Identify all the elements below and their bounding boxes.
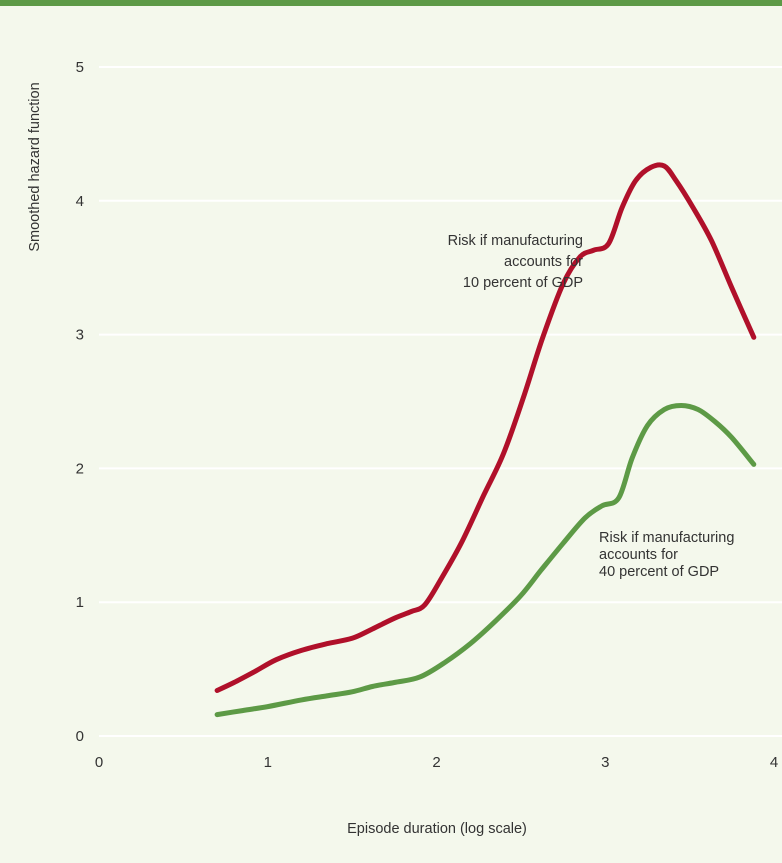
x-tick-label: 3 [601,754,609,771]
series-annotation-manufacturing-10-percent: Risk if manufacturing accounts for 10 perc… [448,233,584,291]
annotation-line: 40 percent of GDP [599,564,719,580]
annotation-line: Risk if manufacturing [599,530,734,546]
x-tick-label: 4 [770,754,778,771]
y-tick-label: 5 [76,59,84,76]
annotation-line: 10 percent of GDP [463,275,583,291]
y-tick-labels: 0 1 2 3 4 5 [76,59,84,745]
annotation-line: Risk if manufacturing [448,233,583,249]
x-tick-label: 0 [95,754,103,771]
y-tick-label: 2 [76,460,84,477]
y-tick-label: 0 [76,728,84,745]
gridlines [99,67,782,736]
series-annotation-manufacturing-40-percent: Risk if manufacturing accounts for 40 perc… [599,530,734,580]
x-axis-title: Episode duration (log scale) [347,821,527,837]
x-tick-label: 1 [264,754,272,771]
x-tick-label: 2 [432,754,440,771]
y-tick-label: 3 [76,327,84,344]
y-tick-label: 1 [76,594,84,611]
y-tick-label: 4 [76,193,84,210]
y-axis-title: Smoothed hazard function [27,82,43,251]
annotation-line: accounts for [504,254,583,270]
annotation-line: accounts for [599,547,678,563]
x-tick-labels: 0 1 2 3 4 [95,754,778,771]
